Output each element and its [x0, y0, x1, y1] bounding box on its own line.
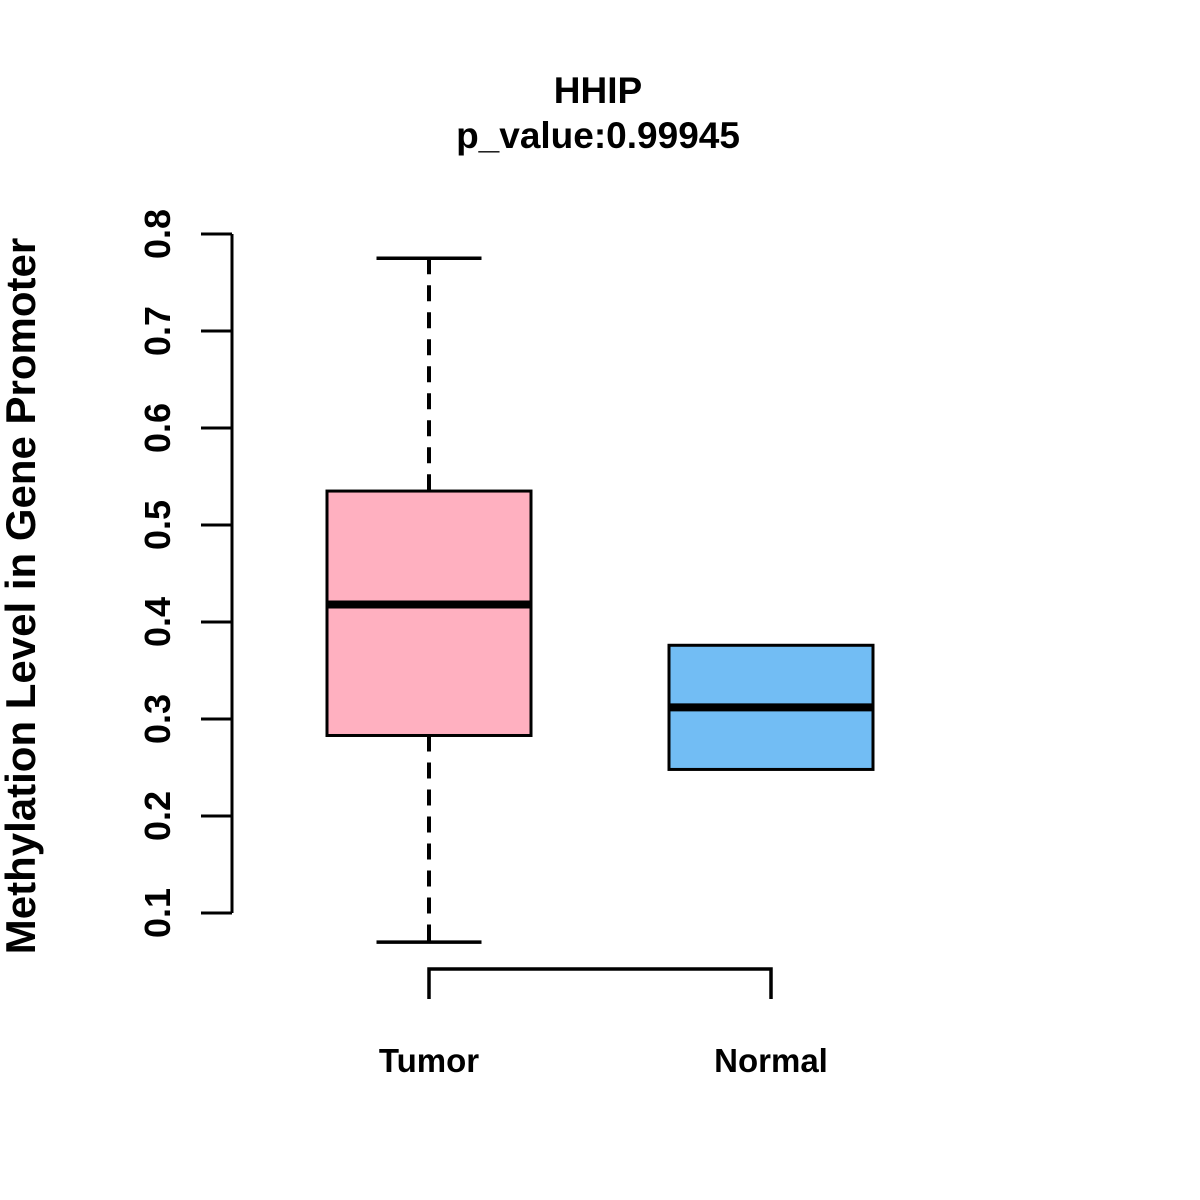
y-tick-label: 0.2 — [137, 791, 178, 841]
tumor-x-label: Tumor — [379, 1042, 479, 1079]
y-tick-label: 0.6 — [137, 403, 178, 453]
y-tick-label: 0.7 — [137, 306, 178, 356]
chart-title: HHIP — [554, 70, 642, 111]
chart-subtitle: p_value:0.99945 — [456, 115, 740, 156]
y-tick-label: 0.3 — [137, 694, 178, 744]
tumor-box — [325, 489, 533, 737]
y-tick-label: 0.8 — [137, 209, 178, 259]
y-tick-label: 0.1 — [137, 888, 178, 938]
x-axis-bracket — [427, 967, 773, 999]
normal-x-label: Normal — [714, 1042, 828, 1079]
y-axis-label: Methylation Level in Gene Promoter — [0, 238, 44, 954]
y-tick-label: 0.4 — [137, 597, 178, 647]
y-tick-label: 0.5 — [137, 500, 178, 550]
plot-layer: 0.1 0.2 0.3 0.4 0.5 0.6 0.7 0.8 Tumor Normal — [137, 209, 875, 1079]
